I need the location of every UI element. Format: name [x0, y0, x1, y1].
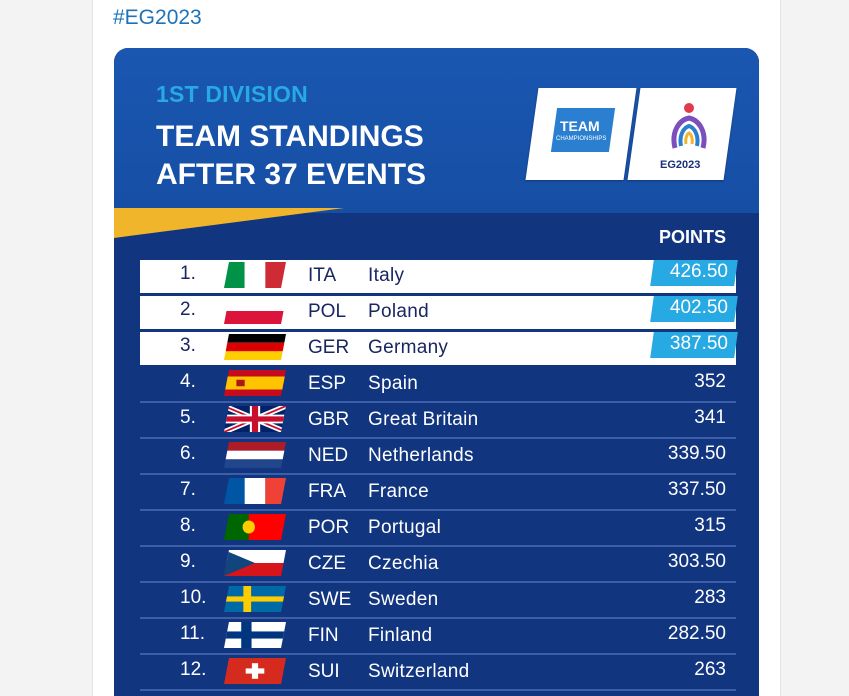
country-code: SWE [308, 589, 352, 610]
points-value: 387.50 [669, 333, 728, 354]
eg-logo-text: EG2023 [660, 159, 701, 171]
points-value: 402.50 [669, 297, 728, 318]
table-row: 7. FRA France 337.50 [140, 476, 736, 511]
rank: 1. [180, 263, 196, 284]
hashtag-link[interactable]: #EG2023 [113, 6, 202, 29]
sweden-flag-icon [224, 586, 286, 612]
rank: 3. [180, 335, 196, 356]
table-row: 2. POL Poland 402.50 [140, 296, 738, 329]
country-name: Germany [368, 337, 449, 358]
country-code: NED [308, 445, 349, 466]
rank: 11. [180, 623, 206, 644]
uk-flag-icon [224, 406, 286, 432]
country-code: GER [308, 337, 350, 358]
points-value: 315 [694, 515, 726, 536]
poland-flag-icon [224, 298, 286, 324]
spain-flag-icon [224, 370, 286, 396]
country-name: Poland [368, 301, 429, 322]
country-name: Italy [368, 265, 405, 286]
division-label: 1ST DIVISION [156, 81, 308, 107]
country-name: Spain [368, 373, 419, 394]
table-row: 9. CZE Czechia 303.50 [140, 548, 736, 583]
standings-image: 1ST DIVISION TEAM STANDINGS AFTER 37 EVE… [114, 48, 759, 696]
germany-flag-icon [224, 334, 286, 360]
points-value: 263 [694, 659, 726, 680]
country-name: Switzerland [368, 661, 470, 682]
table-row: 4. ESP Spain 352 [140, 368, 736, 403]
rank: 10. [180, 587, 207, 608]
country-code: FRA [308, 481, 346, 502]
rank: 7. [180, 479, 196, 500]
country-code: ESP [308, 373, 347, 394]
points-value: 282.50 [667, 623, 726, 644]
country-code: POR [308, 517, 350, 538]
eg-flame-icon [671, 103, 707, 149]
table-row: 10. SWE Sweden 283 [140, 584, 736, 619]
yellow-stripe [114, 208, 344, 238]
country-name: Finland [368, 625, 433, 646]
table-row: 12. SUI Switzerland 263 [140, 656, 736, 691]
title-line-2: AFTER 37 EVENTS [156, 158, 427, 191]
country-name: Portugal [368, 517, 442, 538]
country-code: GBR [308, 409, 350, 430]
table-row: 8. POR Portugal 315 [140, 512, 736, 547]
rank: 6. [180, 443, 196, 464]
country-code: SUI [308, 661, 340, 682]
finland-flag-icon [224, 622, 286, 648]
points-value: 352 [694, 371, 726, 392]
france-flag-icon [224, 478, 286, 504]
country-name: Netherlands [368, 445, 474, 466]
points-value: 339.50 [667, 443, 726, 464]
rank: 8. [180, 515, 196, 536]
points-value: 426.50 [669, 261, 728, 282]
points-column-header: POINTS [659, 227, 727, 247]
points-value: 337.50 [667, 479, 726, 500]
table-row: 5. GBR Great Britain 341 [140, 404, 736, 439]
title-line-1: TEAM STANDINGS [156, 120, 424, 153]
czechia-flag-icon [224, 550, 286, 576]
netherlands-flag-icon [224, 442, 286, 468]
points-value: 283 [694, 587, 726, 608]
points-value: 303.50 [667, 551, 726, 572]
country-code: FIN [308, 625, 339, 646]
logo-team-text: TEAM [560, 118, 600, 134]
country-name: France [368, 481, 429, 502]
country-code: ITA [308, 265, 337, 286]
logo-championships-text: CHAMPIONSHIPS [556, 136, 607, 142]
rank: 2. [180, 299, 196, 320]
country-name: Czechia [368, 553, 439, 574]
country-name: Great Britain [368, 409, 479, 430]
country-code: CZE [308, 553, 346, 574]
switzerland-flag-icon [224, 658, 286, 684]
points-value: 341 [694, 407, 726, 428]
portugal-flag-icon [224, 514, 286, 540]
table-row: 6. NED Netherlands 339.50 [140, 440, 736, 475]
rank: 5. [180, 407, 196, 428]
table-row: 1. ITA Italy 426.50 [140, 260, 738, 293]
rank: 4. [180, 371, 196, 392]
table-row: 3. GER Germany 387.50 [140, 332, 738, 365]
table-row: 11. FIN Finland 282.50 [140, 620, 736, 655]
country-name: Sweden [368, 589, 439, 610]
rank: 12. [180, 659, 207, 680]
rank: 9. [180, 551, 196, 572]
country-code: POL [308, 301, 347, 322]
italy-flag-icon [224, 262, 286, 288]
